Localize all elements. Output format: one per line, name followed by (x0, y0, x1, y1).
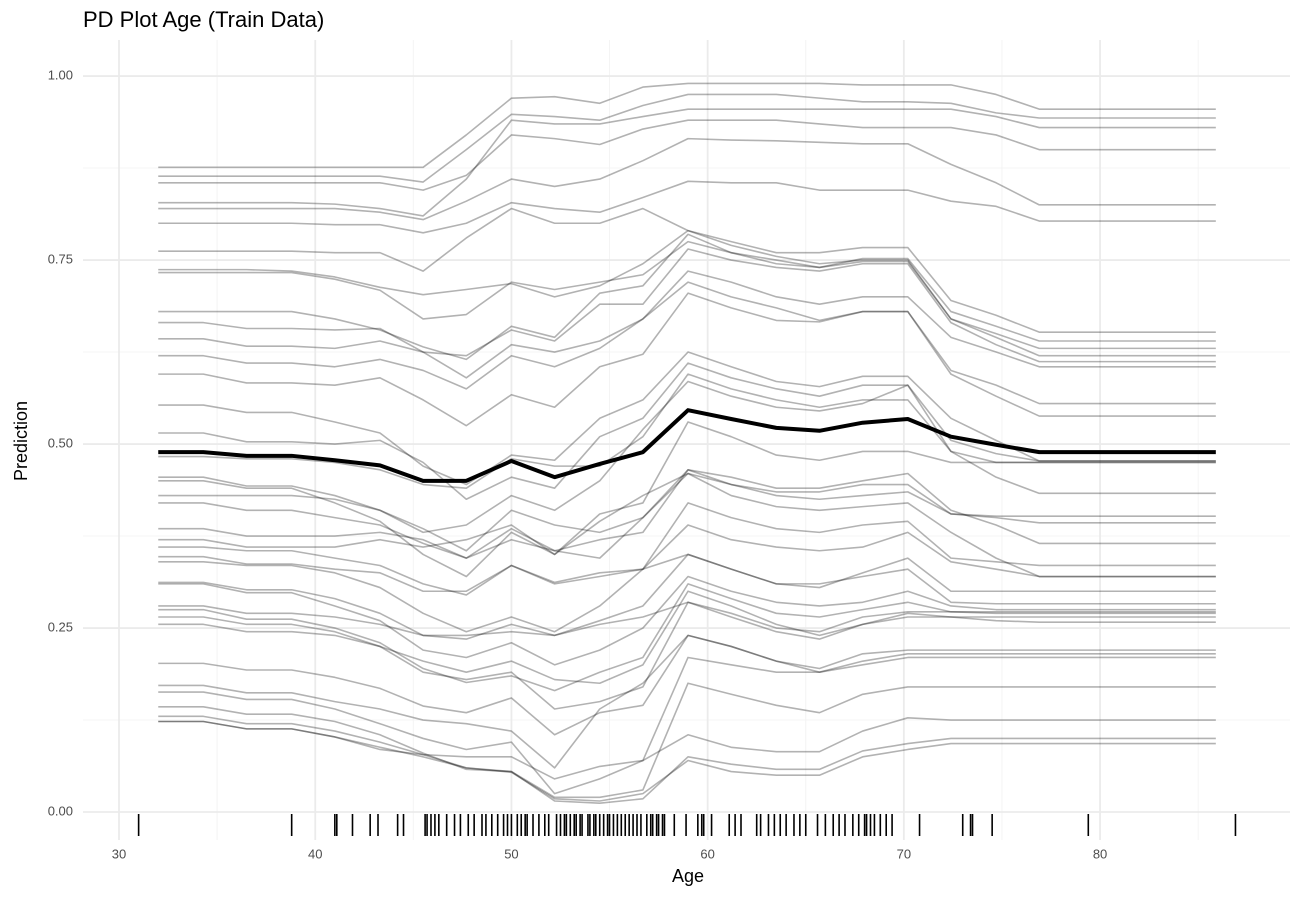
x-tick-label: 30 (112, 846, 126, 861)
ice-line (158, 82, 1216, 169)
ice-line (158, 362, 1216, 501)
ice-line (158, 634, 1216, 769)
ice-line (158, 380, 1216, 534)
ice-line (158, 93, 1216, 183)
ice-line (158, 715, 1216, 802)
grid (83, 40, 1290, 840)
ice-line (158, 233, 1216, 361)
ice-line (158, 137, 1216, 221)
ice-line (158, 240, 1216, 342)
ice-line (158, 590, 1216, 685)
y-tick-label: 0.00 (48, 803, 73, 818)
rug (137, 814, 1237, 836)
ice-line (158, 248, 1216, 363)
ice-line (158, 292, 1216, 427)
ice-line (158, 472, 1216, 559)
ice-line (158, 281, 1216, 405)
x-tick-label: 40 (308, 846, 322, 861)
ice-line (158, 180, 1216, 234)
x-tick-label: 50 (504, 846, 518, 861)
y-tick-label: 0.75 (48, 251, 73, 266)
ice-line (158, 601, 1216, 637)
labels: 30 40 50 60 70 80 0.00 0.25 0.50 0.75 1.00 (48, 68, 1108, 862)
x-tick-label: 70 (897, 846, 911, 861)
ice-line (158, 270, 1216, 379)
ice-line (158, 553, 1216, 640)
ice-line (158, 472, 1216, 578)
y-axis-title: Prediction (11, 401, 31, 481)
x-tick-label: 60 (700, 846, 714, 861)
ice-line (158, 373, 1216, 490)
lines (158, 82, 1216, 804)
ice-line (158, 720, 1216, 804)
ice-line (158, 524, 1216, 596)
ice-line (158, 682, 1216, 799)
ice-line (158, 634, 1216, 736)
x-axis-title: Age (672, 866, 704, 886)
ice-line (158, 502, 1216, 633)
chart-title: PD Plot Age (Train Data) (83, 7, 324, 32)
ice-line (158, 583, 1216, 692)
y-tick-label: 0.50 (48, 435, 73, 450)
ice-line (158, 656, 1216, 795)
ice-line (158, 108, 1216, 217)
ice-line (158, 421, 1216, 578)
ice-line (158, 351, 1216, 486)
ice-line (158, 553, 1216, 593)
y-tick-label: 1.00 (48, 68, 73, 83)
ice-line (158, 229, 1216, 333)
ice-line (158, 119, 1216, 191)
ice-line (158, 575, 1216, 666)
ice-line (158, 469, 1216, 559)
y-tick-label: 0.25 (48, 619, 73, 634)
ice-line (158, 469, 1216, 552)
pd-line (158, 408, 1216, 483)
x-tick-label: 80 (1093, 846, 1107, 861)
ice-line (158, 601, 1216, 710)
ice-line (158, 207, 1216, 350)
ice-line (158, 717, 1216, 780)
